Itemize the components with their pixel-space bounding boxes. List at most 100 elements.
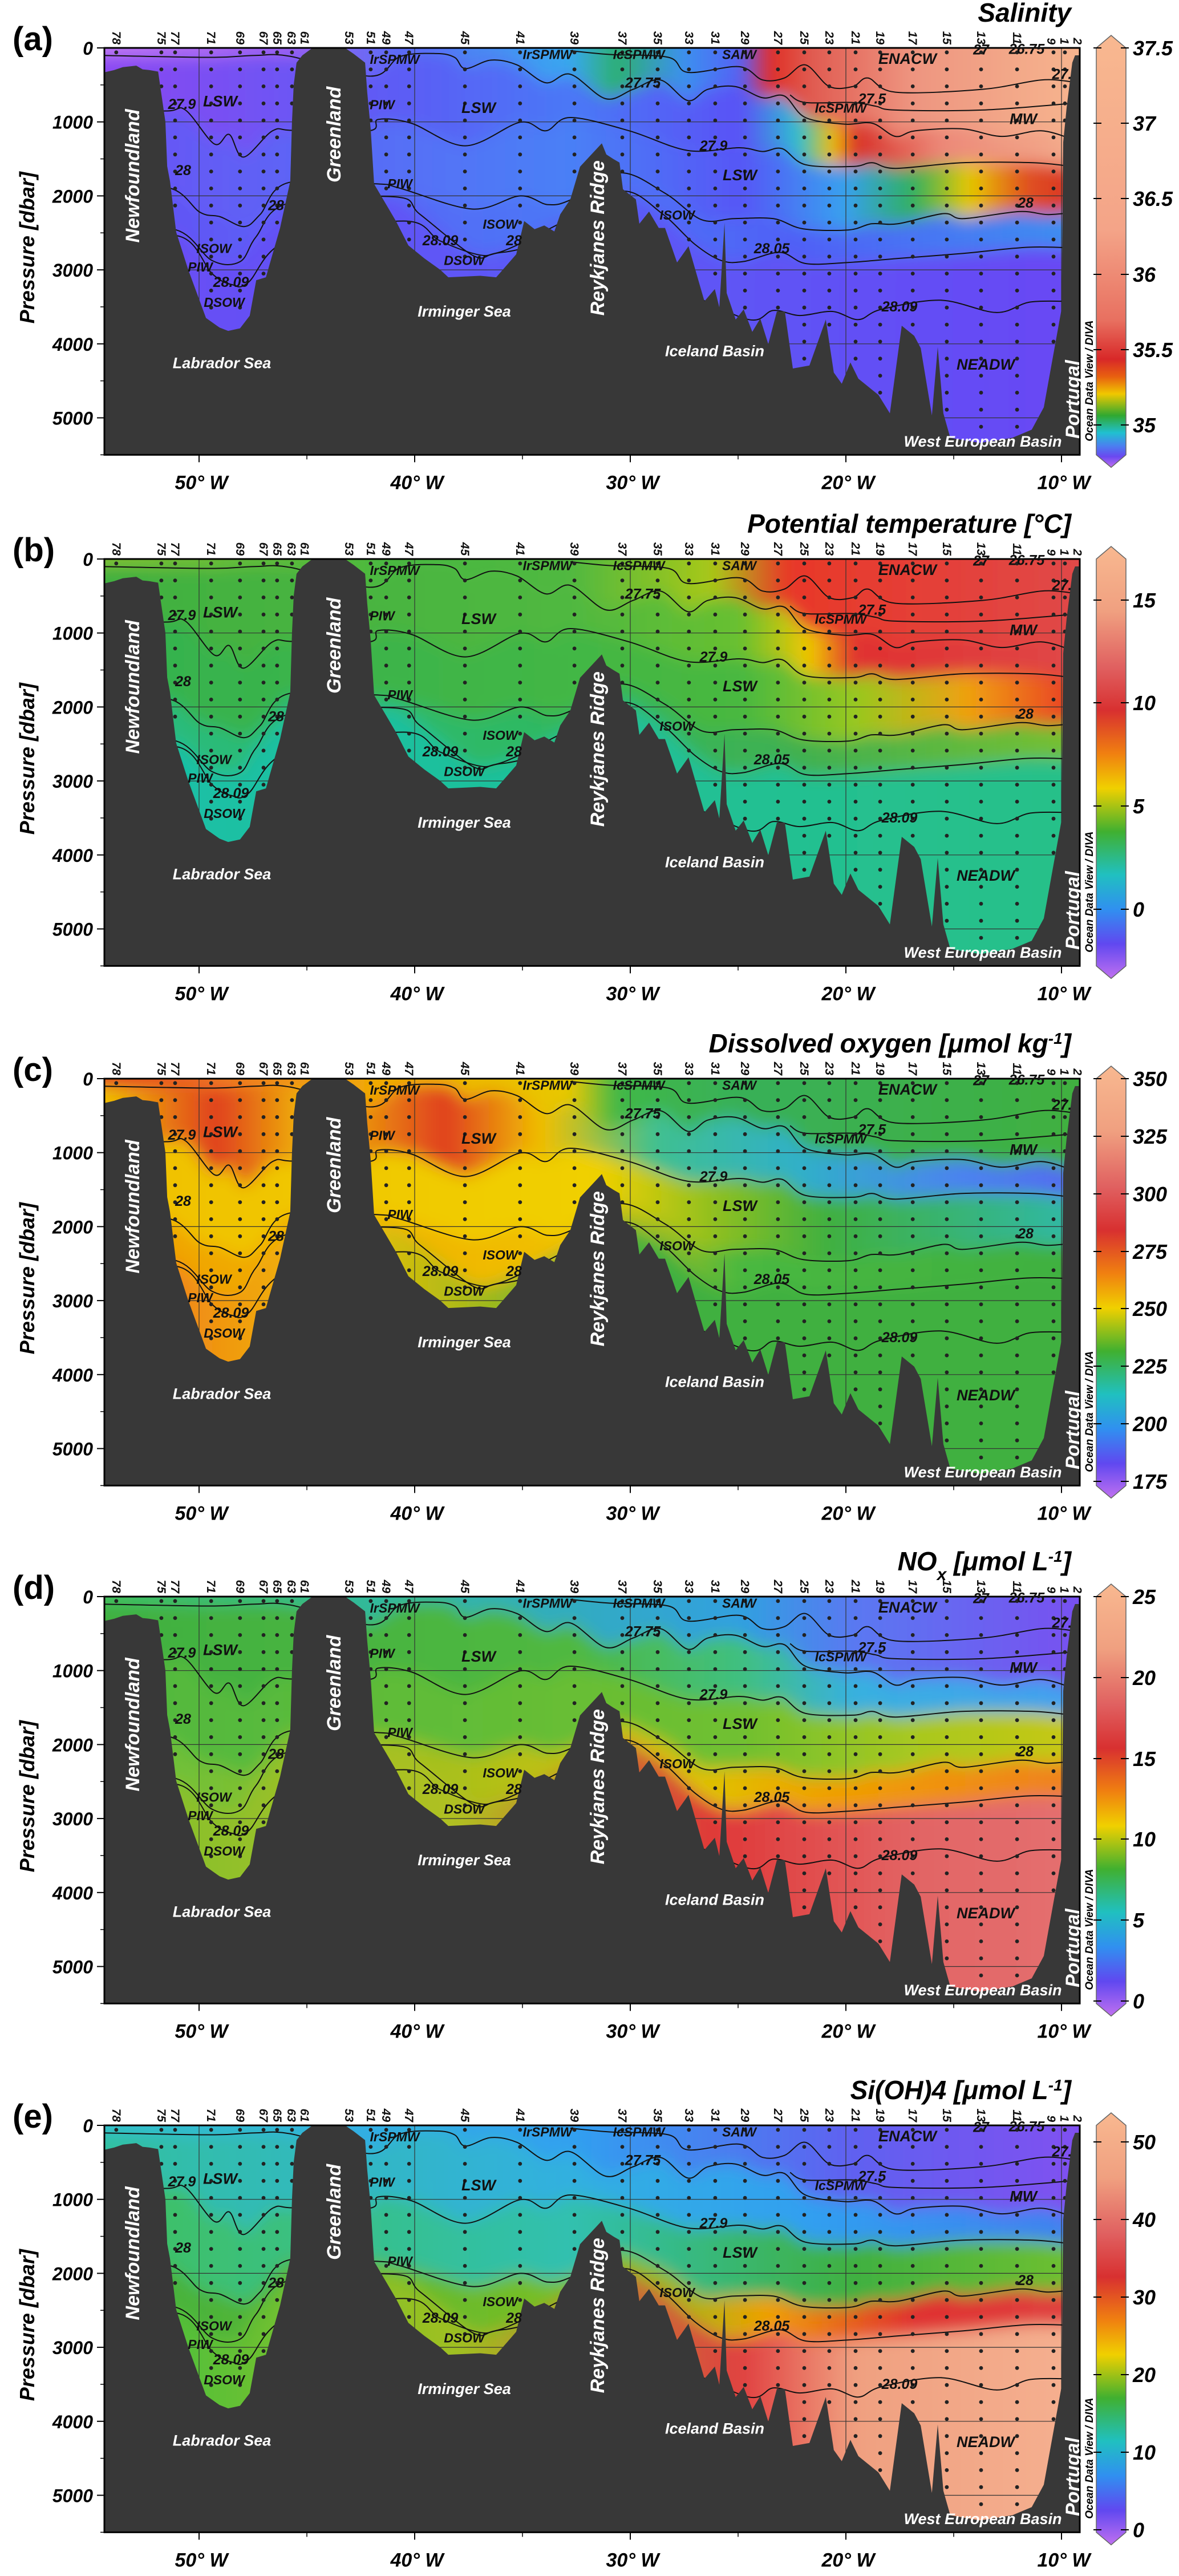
sample-point <box>945 2128 949 2132</box>
sample-point <box>1015 1336 1019 1340</box>
sample-point <box>743 1234 747 1238</box>
sample-point <box>776 1234 780 1238</box>
sample-point <box>878 2196 882 2200</box>
station-number: 37 <box>615 2109 629 2123</box>
sample-point <box>1015 731 1019 736</box>
basin-label: Iceland Basin <box>665 343 764 360</box>
colorbar-tick-label: 0 <box>1133 1990 1144 2013</box>
sample-point <box>910 629 915 634</box>
sample-point <box>1051 1251 1056 1255</box>
sample-point <box>572 612 577 617</box>
sample-point <box>261 2247 266 2251</box>
sample-point <box>687 169 691 173</box>
sample-point <box>776 1854 780 1858</box>
sample-point <box>655 646 660 651</box>
sample-point <box>878 67 882 71</box>
sample-point <box>776 1336 780 1340</box>
sample-point <box>238 698 242 702</box>
station-number: 35 <box>651 1062 664 1076</box>
sample-point <box>209 1701 213 1706</box>
sample-point <box>687 2230 691 2234</box>
sample-point <box>518 220 522 225</box>
sample-point <box>878 272 882 276</box>
sample-point <box>1015 67 1019 71</box>
sample-point <box>743 220 747 225</box>
sample-point <box>463 646 467 651</box>
sample-point <box>275 2264 279 2268</box>
sample-point <box>261 254 266 259</box>
sample-point <box>910 1285 915 1290</box>
sample-point <box>878 2366 882 2370</box>
water-mass-label: ENACW <box>878 561 938 578</box>
sample-point <box>275 646 279 651</box>
sample-point <box>687 101 691 106</box>
sample-point <box>655 1599 660 1603</box>
sample-point <box>827 1820 832 1825</box>
sample-point <box>713 2145 718 2149</box>
sample-point <box>655 596 660 600</box>
sample-point <box>945 152 949 157</box>
water-mass-label: ENACW <box>878 1081 938 1098</box>
sample-point <box>209 1268 213 1273</box>
sample-point <box>261 2178 266 2183</box>
water-mass-label: 28 <box>175 1711 191 1727</box>
water-mass-label: 27.75 <box>625 1105 662 1121</box>
sample-point <box>776 1302 780 1307</box>
sample-point <box>1051 1854 1056 1858</box>
sample-point <box>827 2162 832 2166</box>
sample-point <box>655 169 660 173</box>
sample-point <box>979 1820 983 1825</box>
sample-point <box>910 1336 915 1340</box>
sample-point <box>802 748 807 753</box>
sample-point <box>910 2247 915 2251</box>
water-mass-label: LSW <box>203 604 239 621</box>
sample-point <box>853 2366 858 2370</box>
sample-point <box>261 1149 266 1153</box>
y-tick-label: 0 <box>83 549 93 570</box>
station-number: 63 <box>285 2109 298 2123</box>
station-number: 49 <box>379 542 392 556</box>
water-mass-label: 27.9 <box>699 138 728 154</box>
water-mass-label: 27. <box>1052 1615 1072 1631</box>
sample-point <box>776 1132 780 1136</box>
sample-point <box>407 681 411 684</box>
sample-point <box>275 2298 279 2302</box>
basin-label: Labrador Sea <box>173 2432 272 2449</box>
sample-point <box>910 748 915 753</box>
sample-point <box>518 1633 522 1637</box>
sample-point <box>979 2162 983 2166</box>
water-mass-label: NEADW <box>957 1387 1016 1404</box>
sample-point <box>620 1718 625 1723</box>
sample-point <box>853 1166 858 1170</box>
water-mass-label: ISOW <box>659 1756 696 1771</box>
sample-point <box>655 50 660 55</box>
sample-point <box>173 663 177 668</box>
sample-point <box>620 1616 625 1621</box>
sample-point <box>945 1684 949 1688</box>
sample-point <box>878 731 882 736</box>
sample-point <box>910 305 915 310</box>
sample-point <box>802 1769 807 1773</box>
sample-point <box>945 1701 949 1706</box>
station-number: 37 <box>615 1062 629 1076</box>
sample-point <box>463 2162 467 2166</box>
sample-point <box>1063 1081 1067 1086</box>
sample-point <box>743 1837 747 1841</box>
sample-point <box>945 357 949 361</box>
sample-point <box>238 1786 242 1791</box>
sample-point <box>1051 2349 1056 2353</box>
sample-point <box>979 868 983 872</box>
sample-point <box>910 731 915 736</box>
sample-point <box>368 1599 373 1603</box>
sample-point <box>713 169 718 173</box>
sample-point <box>713 1166 718 1170</box>
station-number: 31 <box>708 1580 722 1593</box>
x-tick-label: 10° W <box>1038 2020 1092 2042</box>
sample-point <box>620 2145 625 2149</box>
landmark-label: Portugal <box>1062 1908 1084 1987</box>
panel-label: (a) <box>13 21 53 58</box>
colorbar-tick-label: 275 <box>1132 1240 1168 1263</box>
sample-point <box>209 2264 213 2268</box>
water-mass-label: ISOW <box>659 2285 696 2300</box>
sample-point <box>463 1718 467 1723</box>
